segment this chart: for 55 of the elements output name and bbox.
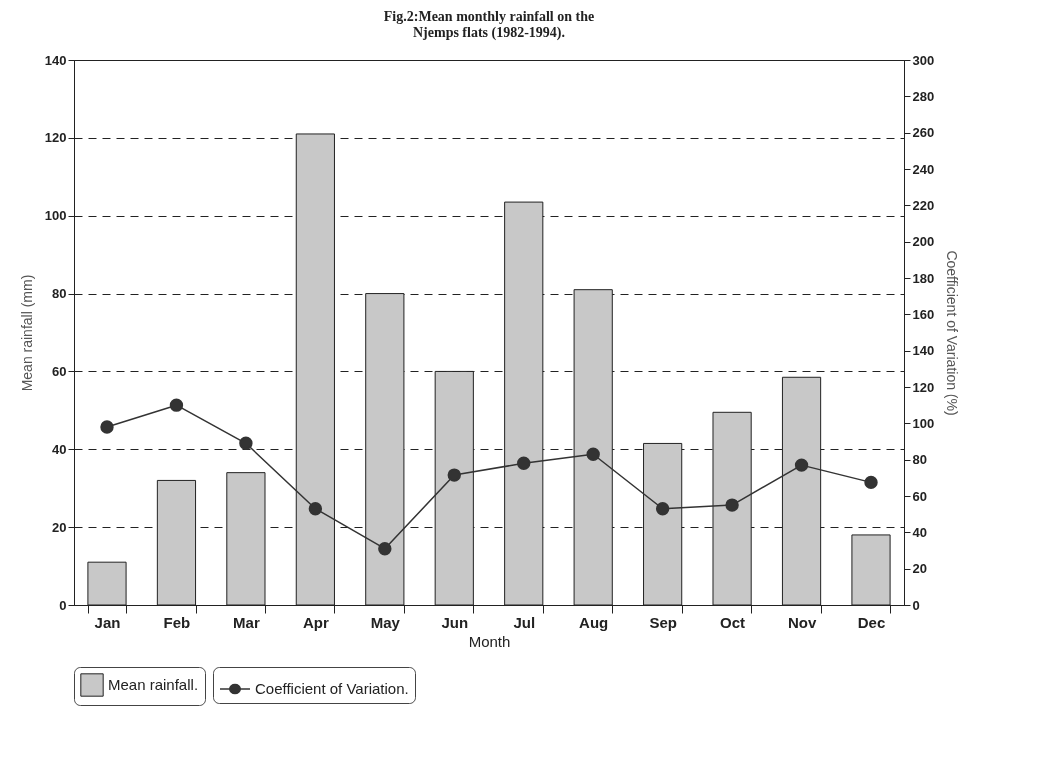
y-tick-label: 120 (44, 130, 67, 146)
x-tick-label: Sep (649, 613, 677, 631)
point (864, 475, 878, 490)
y2-tick-label: 60 (912, 488, 927, 504)
point (308, 502, 323, 516)
y2-tick-label: 240 (912, 161, 935, 177)
y-tick-label: 60 (52, 363, 67, 379)
point (378, 541, 392, 556)
x-tick-label: Dec (857, 613, 886, 631)
x-tick-label: Jan (94, 613, 121, 631)
x-tick-label: Oct (720, 613, 746, 631)
y2-tick-label: 300 (912, 52, 935, 68)
x-tick-label: May (370, 613, 401, 631)
y-axis-title: Mean rainfall (mm) (18, 274, 35, 392)
y-tick-label: 140 (44, 52, 67, 68)
x-tick-label: Jun (441, 613, 469, 631)
y2-axis-title: Coefficient of Variation (%) (944, 250, 961, 416)
y2-tick-label: 180 (912, 270, 935, 286)
legend-label: Mean rainfall. (108, 676, 199, 693)
point (169, 398, 184, 412)
y2-tick-label: 20 (912, 561, 927, 577)
point (517, 456, 531, 470)
y-tick-label: 100 (44, 208, 67, 224)
y2-tick-label: 120 (912, 379, 935, 395)
y2-tick-label: 220 (912, 197, 935, 213)
y-tick-label: 40 (52, 441, 67, 457)
y2-tick-label: 40 (912, 524, 927, 540)
x-tick-label: Nov (787, 613, 817, 631)
x-tick-label: Apr (302, 613, 329, 631)
point (655, 502, 670, 516)
point (586, 447, 600, 461)
bar (156, 479, 197, 606)
y-tick-label: 0 (59, 597, 67, 613)
point (447, 468, 461, 482)
x-tick-label: Jul (513, 613, 536, 631)
y2-tick-label: 0 (912, 597, 920, 613)
y2-tick-label: 80 (912, 452, 927, 468)
legend-label: Coefficient of Variation. (255, 680, 409, 697)
point (725, 498, 739, 512)
x-axis-title: Month (468, 632, 511, 650)
x-tick-label: Mar (233, 613, 260, 631)
y2-tick-label: 140 (912, 343, 935, 359)
point (100, 420, 114, 434)
y2-tick-label: 200 (912, 234, 935, 250)
y2-tick-label: 260 (912, 125, 935, 141)
x-tick-label: Feb (163, 613, 191, 631)
y-tick-label: 80 (52, 286, 67, 302)
x-tick-label: Aug (579, 613, 609, 631)
y-tick-label: 20 (52, 519, 67, 535)
point (794, 458, 809, 472)
chart-title: Fig.2:Mean monthly rainfall on the Njemps flats (1982-1994). (383, 9, 595, 41)
y2-tick-label: 160 (912, 306, 935, 322)
point (239, 436, 253, 451)
y2-tick-label: 280 (912, 88, 935, 104)
y2-tick-label: 100 (912, 415, 935, 431)
